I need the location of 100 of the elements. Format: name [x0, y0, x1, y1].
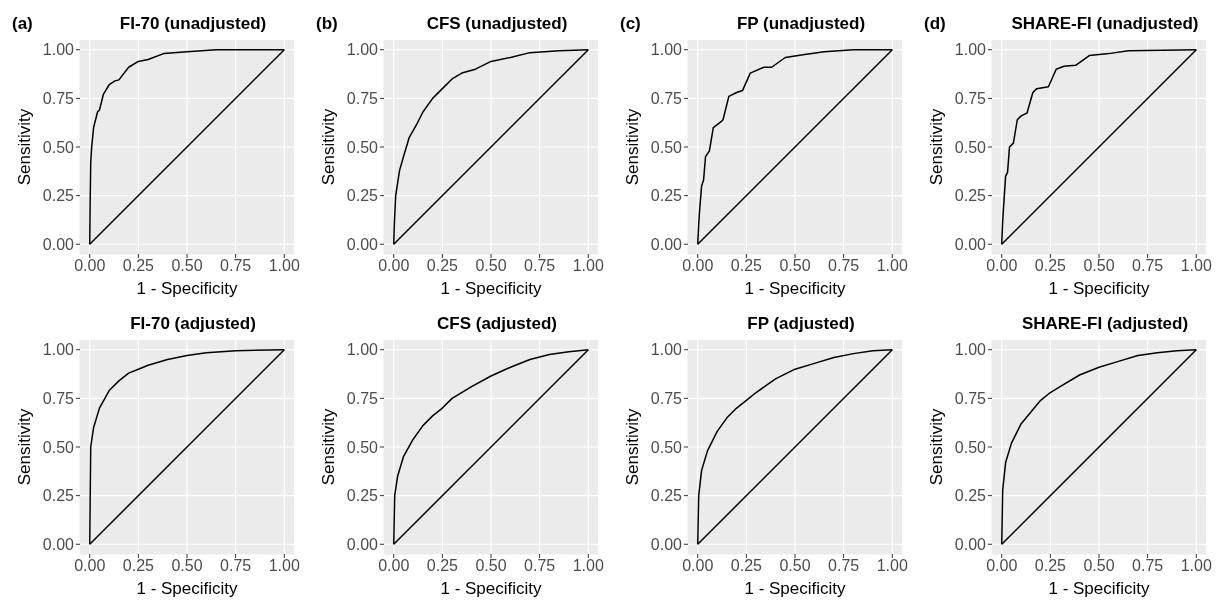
x-tick-label: 0.00	[378, 557, 410, 575]
text: (a)	[12, 14, 33, 34]
y-tick-label: 0.75	[650, 390, 683, 408]
x-tick-label: 0.25	[730, 557, 763, 575]
x-axis-title: 1 - Specificity	[744, 579, 847, 598]
y-tick-label: 0.50	[954, 438, 987, 456]
chart-title: FI-70 (unadjusted)	[118, 14, 268, 34]
x-tick-label: 1.00	[1180, 557, 1212, 575]
y-tick-label: 1.00	[42, 341, 75, 359]
x-tick-label: 0.25	[1034, 557, 1067, 575]
chart-title: FP (unadjusted)	[735, 14, 867, 34]
x-tick-label: 0.75	[1132, 257, 1164, 275]
y-tick-label: 0.50	[650, 138, 683, 156]
y-axis-title: Sensitivity	[623, 108, 643, 186]
y-tick-label: 0.25	[650, 187, 683, 205]
x-axis-title: 1 - Specificity	[440, 279, 543, 298]
x-tick-label: 1.00	[572, 557, 604, 575]
y-tick-label: 1.00	[346, 341, 379, 359]
y-tick-label: 0.75	[346, 90, 379, 108]
y-axis-title: Sensitivity	[319, 108, 339, 186]
x-axis-title: 1 - Specificity	[440, 579, 543, 598]
y-tick-label: 0.00	[346, 235, 379, 253]
x-tick-label: 0.50	[475, 557, 507, 575]
y-tick-label: 0.00	[954, 535, 987, 553]
y-tick-label: 1.00	[650, 341, 683, 359]
y-tick-label: 0.75	[42, 390, 75, 408]
y-axis-title: Sensitivity	[927, 408, 947, 486]
y-tick-label: 0.25	[650, 487, 683, 505]
y-tick-label: 0.50	[650, 438, 683, 456]
y-tick-label: 1.00	[346, 41, 379, 59]
x-tick-label: 1.00	[876, 557, 908, 575]
y-tick-label: 0.75	[650, 90, 683, 108]
y-tick-label: 0.25	[42, 487, 75, 505]
chart-title: SHARE-FI (adjusted)	[1020, 314, 1190, 334]
x-tick-label: 0.50	[171, 557, 203, 575]
y-axis-title: Sensitivity	[15, 108, 35, 186]
y-tick-label: 0.00	[650, 535, 683, 553]
y-tick-label: 0.50	[42, 438, 75, 456]
y-tick-label: 0.00	[650, 235, 683, 253]
y-axis-title: Sensitivity	[623, 408, 643, 486]
text: (d)	[924, 14, 946, 34]
x-tick-label: 0.00	[986, 557, 1018, 575]
x-tick-label: 0.00	[682, 557, 714, 575]
x-tick-label: 0.75	[220, 557, 252, 575]
y-tick-label: 0.50	[42, 138, 75, 156]
x-tick-label: 1.00	[572, 257, 604, 275]
x-tick-label: 0.50	[171, 257, 203, 275]
x-axis-title: 1 - Specificity	[744, 279, 847, 298]
x-tick-label: 0.50	[779, 557, 811, 575]
y-tick-label: 1.00	[650, 41, 683, 59]
y-tick-label: 1.00	[954, 341, 987, 359]
chart-title: CFS (adjusted)	[436, 314, 558, 334]
y-axis-title: Sensitivity	[15, 408, 35, 486]
y-tick-label: 0.50	[346, 138, 379, 156]
y-tick-label: 0.50	[954, 138, 987, 156]
x-tick-label: 0.75	[524, 557, 556, 575]
x-axis-title: 1 - Specificity	[136, 279, 239, 298]
y-tick-label: 0.25	[346, 187, 379, 205]
y-tick-label: 1.00	[954, 41, 987, 59]
y-axis-title: Sensitivity	[319, 408, 339, 486]
x-tick-label: 0.25	[730, 257, 763, 275]
y-tick-label: 0.25	[954, 487, 987, 505]
y-tick-label: 1.00	[42, 41, 75, 59]
y-tick-label: 0.00	[42, 535, 75, 553]
y-tick-label: 0.00	[42, 235, 75, 253]
y-tick-label: 0.25	[346, 487, 379, 505]
y-tick-label: 0.50	[346, 438, 379, 456]
x-tick-label: 0.25	[122, 557, 155, 575]
x-tick-label: 1.00	[876, 257, 908, 275]
y-axis-title: Sensitivity	[927, 108, 947, 186]
x-tick-label: 1.00	[1180, 257, 1212, 275]
y-tick-label: 0.25	[42, 187, 75, 205]
x-axis-title: 1 - Specificity	[1048, 579, 1151, 598]
chart-title: FP (adjusted)	[746, 314, 856, 334]
y-tick-label: 0.25	[954, 187, 987, 205]
chart-title: SHARE-FI (unadjusted)	[1010, 14, 1200, 34]
x-tick-label: 0.25	[426, 557, 459, 575]
text: (b)	[316, 14, 338, 34]
x-axis-title: 1 - Specificity	[136, 579, 239, 598]
x-tick-label: 0.00	[986, 257, 1018, 275]
chart-title: CFS (unadjusted)	[425, 14, 569, 34]
x-tick-label: 0.00	[74, 557, 106, 575]
x-tick-label: 0.50	[1083, 557, 1115, 575]
x-axis-title: 1 - Specificity	[1048, 279, 1151, 298]
x-tick-label: 0.25	[1034, 257, 1067, 275]
x-tick-label: 0.75	[220, 257, 252, 275]
x-tick-label: 0.00	[74, 257, 106, 275]
y-tick-label: 0.75	[954, 390, 987, 408]
x-tick-label: 0.25	[122, 257, 155, 275]
x-tick-label: 1.00	[268, 557, 300, 575]
y-tick-label: 0.00	[346, 535, 379, 553]
y-tick-label: 0.00	[954, 235, 987, 253]
x-tick-label: 0.50	[475, 257, 507, 275]
x-tick-label: 0.00	[378, 257, 410, 275]
x-tick-label: 0.75	[828, 557, 860, 575]
chart-title: FI-70 (adjusted)	[129, 314, 257, 334]
y-tick-label: 0.75	[954, 90, 987, 108]
x-tick-label: 1.00	[268, 257, 300, 275]
x-tick-label: 0.00	[682, 257, 714, 275]
x-tick-label: 0.75	[524, 257, 556, 275]
